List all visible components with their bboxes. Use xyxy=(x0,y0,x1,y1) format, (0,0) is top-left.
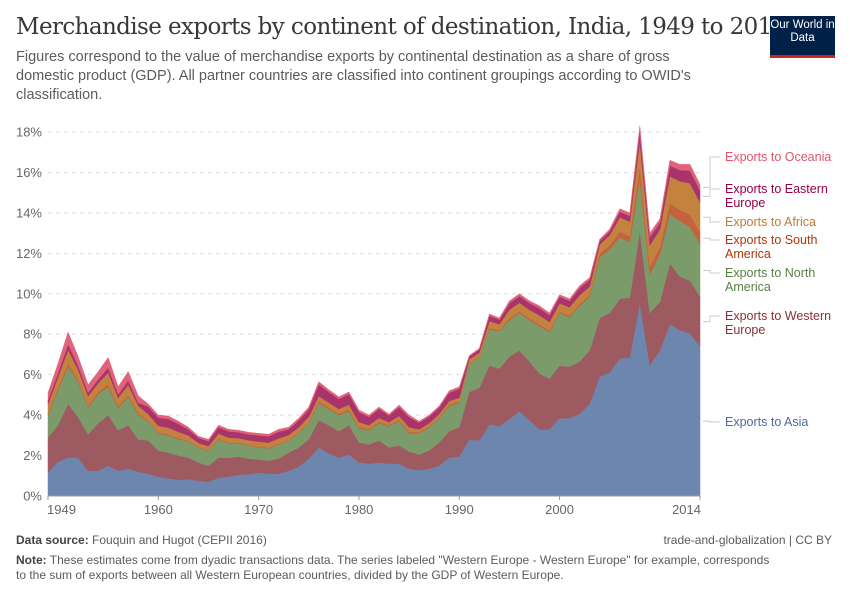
chart-title: Merchandise exports by continent of dest… xyxy=(16,14,786,40)
x-tick-label: 1970 xyxy=(244,502,273,517)
y-tick-label: 10% xyxy=(16,286,42,301)
y-tick-label: 12% xyxy=(16,246,42,261)
x-tick-label: 1949 xyxy=(47,502,76,517)
legend-label[interactable]: Exports to Asia xyxy=(725,415,809,429)
x-tick-label: 1960 xyxy=(144,502,173,517)
owid-logo[interactable]: Our World in Data xyxy=(770,16,835,58)
source-label: Data source: xyxy=(16,533,89,547)
chart-subtitle: Figures correspond to the value of merch… xyxy=(16,49,691,103)
y-tick-label: 2% xyxy=(23,448,42,463)
area-exports-to-oceania xyxy=(47,125,701,442)
footnote: Note: These estimates come from dyadic t… xyxy=(16,553,776,583)
y-tick-label: 14% xyxy=(16,205,42,220)
note-label: Note: xyxy=(16,553,47,567)
note-text: These estimates come from dyadic transac… xyxy=(16,553,770,582)
data-source: Data source: Fouquin and Hugot (CEPII 20… xyxy=(16,533,267,547)
x-tick-label: 1980 xyxy=(344,502,373,517)
y-tick-label: 0% xyxy=(23,489,42,504)
legend-connector xyxy=(703,216,720,223)
legend-connector xyxy=(703,270,720,274)
legend-connector xyxy=(703,156,720,188)
legend-label[interactable]: Exports to Eastern Europe xyxy=(725,182,828,210)
x-tick-label: 1990 xyxy=(445,502,474,517)
legend-label[interactable]: Exports to Western Europe xyxy=(725,309,832,337)
legend-connector xyxy=(703,188,720,197)
y-tick-label: 6% xyxy=(23,367,42,382)
source-text[interactable]: Fouquin and Hugot (CEPII 2016) xyxy=(92,533,267,547)
y-tick-label: 8% xyxy=(23,327,42,342)
y-tick-label: 18% xyxy=(16,125,42,140)
x-tick-label: 2000 xyxy=(545,502,574,517)
license-text[interactable]: trade-and-globalization | CC BY xyxy=(663,533,832,547)
legend-label[interactable]: Exports to North America xyxy=(725,266,816,294)
legend-connector xyxy=(703,315,720,323)
legend-connector xyxy=(703,237,720,241)
x-tick-label: 2014 xyxy=(672,502,701,517)
legend-label[interactable]: Exports to South America xyxy=(725,233,818,261)
legend-connector xyxy=(703,420,720,423)
legend-label[interactable]: Exports to Oceania xyxy=(725,150,832,164)
y-tick-label: 16% xyxy=(16,165,42,180)
y-tick-label: 4% xyxy=(23,408,42,423)
legend-label[interactable]: Exports to Africa xyxy=(725,215,817,229)
